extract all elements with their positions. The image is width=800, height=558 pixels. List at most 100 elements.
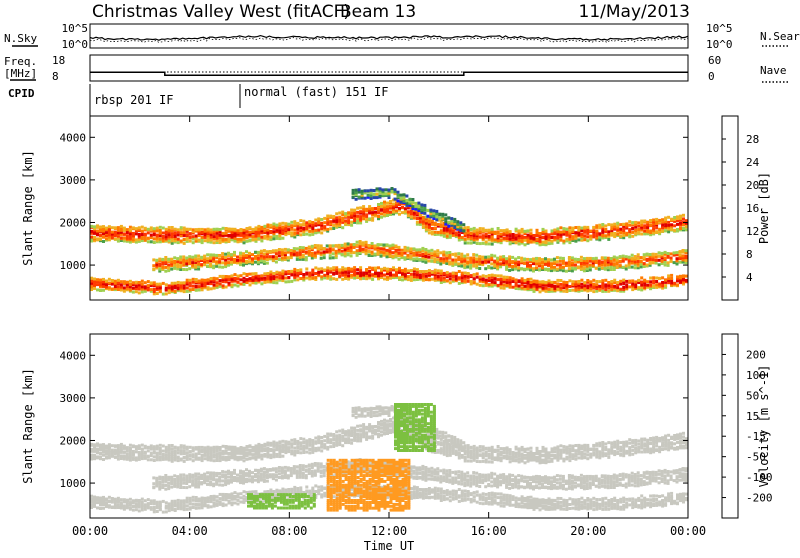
power-cell	[586, 239, 589, 242]
power-cell	[111, 279, 114, 282]
power-cell	[370, 189, 373, 192]
power-cell	[144, 237, 147, 240]
power-cell	[676, 251, 679, 254]
power-cell	[186, 233, 189, 236]
power-cell	[526, 261, 529, 264]
power-cell	[171, 226, 174, 229]
power-cell	[359, 218, 362, 221]
power-cell	[458, 276, 461, 279]
velocity-cell	[299, 444, 302, 447]
velocity-cell	[201, 459, 204, 462]
power-cell	[176, 257, 179, 260]
power-cell	[156, 283, 159, 286]
power-cell	[430, 260, 433, 263]
velocity-cell	[168, 451, 171, 454]
velocity-cell	[332, 445, 335, 448]
power-cell	[607, 238, 610, 241]
power-cell	[455, 278, 458, 281]
power-cell	[476, 229, 479, 232]
power-cell	[257, 234, 260, 237]
velocity-cell	[347, 429, 350, 432]
power-cell	[551, 288, 554, 291]
power-cell	[460, 253, 463, 256]
power-cell	[655, 262, 658, 265]
velocity-cell	[260, 444, 263, 447]
power-cell	[189, 279, 192, 282]
power-cell	[628, 256, 631, 259]
power-cell	[332, 219, 335, 222]
power-cell	[198, 239, 201, 242]
power-cell	[332, 256, 335, 259]
velocity-cell	[207, 446, 210, 449]
power-cell	[185, 268, 188, 271]
velocity-cell	[204, 457, 207, 460]
power-cell	[646, 223, 649, 226]
power-cell	[676, 263, 679, 266]
power-cell	[275, 281, 278, 284]
velocity-cell	[141, 448, 144, 451]
power-cell	[389, 268, 392, 271]
power-cell	[192, 228, 195, 231]
power-cell	[353, 266, 356, 269]
power-cell	[167, 264, 170, 267]
power-cell	[365, 243, 368, 246]
power-cell	[467, 272, 470, 275]
velocity-cell	[551, 447, 554, 450]
power-cell	[589, 280, 592, 283]
power-cell	[352, 192, 355, 195]
power-cell	[482, 242, 485, 245]
velocity-cell	[263, 443, 266, 446]
power-cell	[398, 207, 401, 210]
power-cell	[395, 209, 398, 212]
velocity-cell	[162, 445, 165, 448]
velocity-cell	[299, 441, 302, 444]
power-cell	[114, 231, 117, 234]
power-cell	[117, 285, 120, 288]
power-cell	[518, 239, 521, 242]
power-cell	[389, 271, 392, 274]
velocity-cell	[545, 448, 548, 451]
power-cell	[249, 283, 252, 286]
power-cell	[595, 267, 598, 270]
power-cell	[332, 277, 335, 280]
power-cell	[228, 234, 231, 237]
power-cell	[144, 285, 147, 288]
power-cell	[461, 280, 464, 283]
power-cell	[508, 263, 511, 266]
power-cell	[553, 236, 556, 239]
power-cell	[542, 228, 545, 231]
power-cell	[424, 248, 427, 251]
power-cell	[364, 197, 367, 200]
power-cell	[494, 238, 497, 241]
velocity-cell	[389, 418, 392, 421]
power-cell	[168, 233, 171, 236]
power-cell	[153, 281, 156, 284]
velocity-cell	[461, 454, 464, 457]
power-cell	[326, 248, 329, 251]
power-cell	[255, 282, 258, 285]
power-cell	[598, 280, 601, 283]
power-cell	[655, 256, 658, 259]
power-cell	[275, 275, 278, 278]
velocity-cell	[96, 455, 99, 458]
power-cell	[640, 220, 643, 223]
power-cell	[314, 219, 317, 222]
power-cell	[667, 224, 670, 227]
power-cell	[302, 273, 305, 276]
power-cell	[359, 210, 362, 213]
velocity-cell	[500, 457, 503, 460]
power-cell	[559, 263, 562, 266]
power-cell	[156, 234, 159, 237]
power-cell	[353, 217, 356, 220]
power-cell	[550, 258, 553, 261]
power-cell	[192, 281, 195, 284]
power-cell	[491, 274, 494, 277]
velocity-cell	[332, 437, 335, 440]
power-cell	[628, 224, 631, 227]
power-cell	[386, 276, 389, 279]
velocity-cell	[180, 458, 183, 461]
power-cell	[207, 278, 210, 281]
power-cell	[499, 263, 502, 266]
power-cell	[506, 228, 509, 231]
power-cell	[164, 266, 167, 269]
